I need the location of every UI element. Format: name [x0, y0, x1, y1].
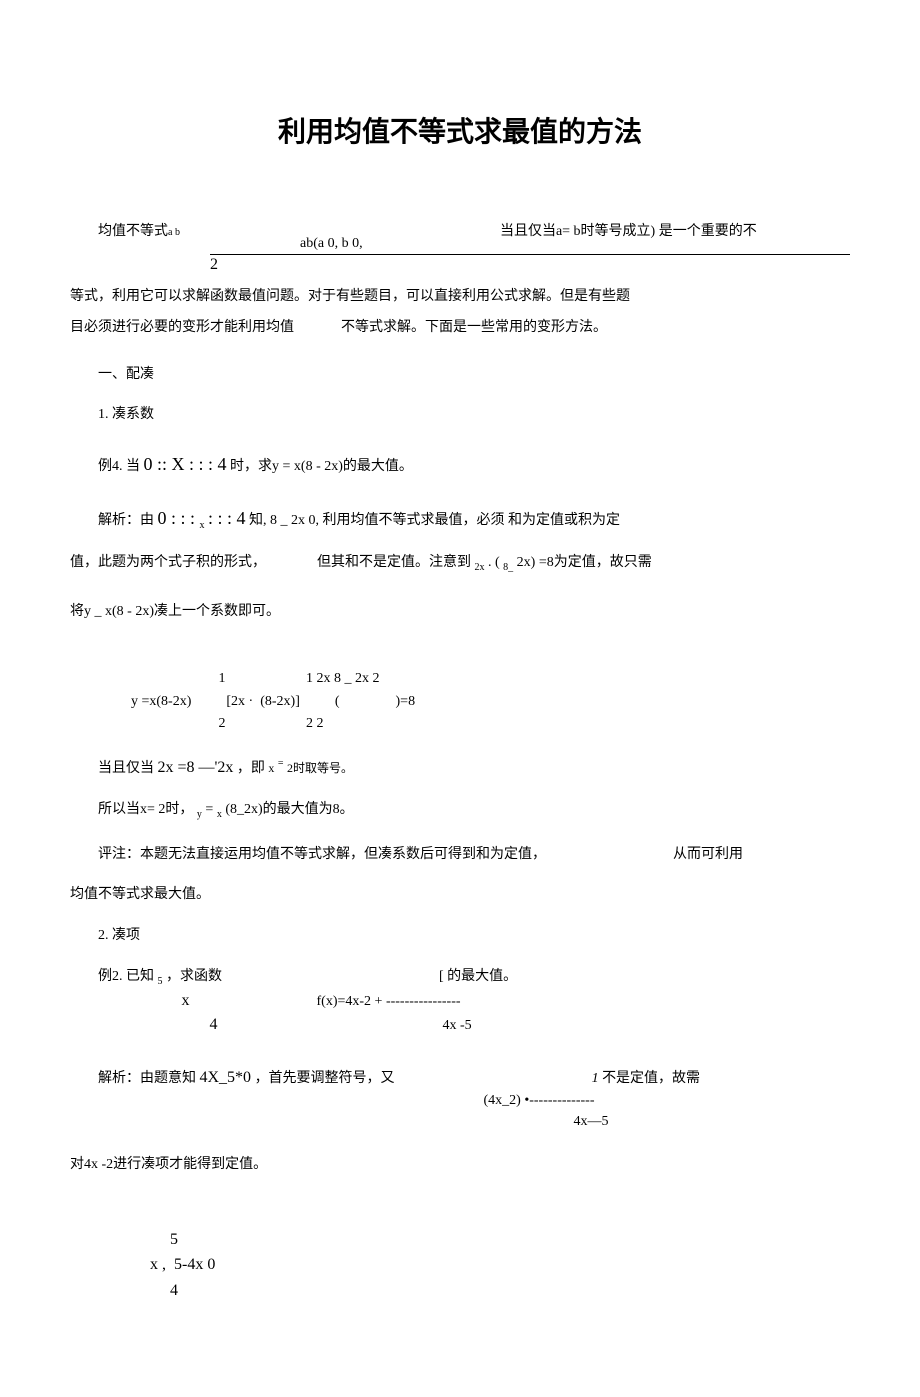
document-page: 利用均值不等式求最值的方法 均值不等式 a b 当且仅当a= b时等号成立) 是…: [0, 0, 920, 1397]
text: 4x -5: [443, 1018, 472, 1033]
intro-block: 均值不等式 a b 当且仅当a= b时等号成立) 是一个重要的不 ab(a 0,…: [70, 220, 850, 274]
superscript: =: [278, 758, 284, 769]
analysis-2-l3: 4x—5: [70, 1111, 850, 1132]
text: =: [205, 802, 213, 817]
analysis-2-l2: (4x_2) •--------------: [70, 1090, 850, 1111]
paragraph: 等式，利用它可以求解函数最值问题。对于有些题目，可以直接利用公式求解。但是有些题…: [70, 282, 850, 344]
text: 当且仅当a= b时等号成立) 是一个重要的不: [500, 220, 757, 240]
text: 解析：由题意知: [98, 1071, 196, 1086]
text: (8_2x)的最大值为8。: [225, 802, 353, 817]
text: x , 5-4x 0: [130, 1256, 215, 1273]
text: 4: [210, 1016, 218, 1033]
text: 0 : : :: [158, 508, 200, 528]
text: 等式，利用它可以求解函数最值问题。对于有些题目，可以直接利用公式求解。但是有些题: [70, 289, 630, 304]
text: 例4. 当: [98, 459, 140, 474]
note-1: 评注：本题无法直接运用均值不等式求解，但凑系数后可得到和为定值， 从而可利用: [70, 840, 850, 871]
text: 不是定值，故需: [602, 1071, 700, 1086]
example-2-l3: 4 4x -5: [70, 1013, 850, 1037]
example-2-l2: x f(x)=4x-2 + ----------------: [70, 989, 850, 1013]
text: [ 的最大值。: [439, 969, 517, 984]
text: 2时取等号。: [287, 761, 353, 775]
text: 例2. 已知: [98, 969, 158, 984]
subscript: a b: [168, 227, 180, 238]
text: 均值不等式: [98, 220, 168, 240]
example-2: 例2. 已知 5 ，求函数 [ 的最大值。: [70, 966, 850, 989]
subscript: x: [217, 809, 222, 820]
heading-sub-2: 2. 凑项: [70, 921, 850, 952]
text: 2x) =8为定值，故只需: [517, 555, 652, 570]
text: f(x)=4x-2 + ----------------: [317, 994, 461, 1009]
page-title: 利用均值不等式求最值的方法: [70, 110, 850, 150]
text: 从而可利用: [673, 847, 743, 862]
text: ab(a 0, b 0,: [300, 236, 363, 252]
heading-section: 一、配凑: [70, 360, 850, 391]
text: 不等式求解。下面是一些常用的变形方法。: [341, 320, 607, 335]
analysis-2-l4: 对4x -2进行凑项才能得到定值。: [70, 1150, 850, 1181]
text: 5: [130, 1231, 178, 1248]
subscript: 5: [158, 976, 163, 987]
example-4: 例4. 当 0 :: X : : : 4 时，求y = x(8 - 2x)的最大…: [70, 445, 850, 485]
text: 值，此题为两个式子积的形式，: [70, 555, 266, 570]
text: 1 1 2x 8 _ 2x 2: [110, 671, 380, 686]
tail-equation: 5 x , 5-4x 0 4: [130, 1201, 850, 1303]
fraction-line: [210, 254, 850, 255]
subscript: 2x: [475, 562, 485, 573]
text: 当且仅当: [98, 761, 154, 776]
analysis-4-l1: 解析：由 0 : : : x : : : 4 知, 8 _ 2x 0, 利用均值…: [70, 499, 850, 539]
text: 2x =8 —'2x: [158, 759, 234, 776]
text: . (: [488, 555, 500, 570]
analysis-2-l1: 解析：由题意知 4X_5*0 ，首先要调整符号，又 1 不是定值，故需: [70, 1065, 850, 1091]
text: (4x_2) •--------------: [484, 1093, 595, 1108]
text: 2 2 2: [110, 716, 324, 731]
text: ，首先要调整符号，又: [255, 1071, 395, 1086]
text: 知, 8 _ 2x 0, 利用均值不等式求最值，必须 和为定值或积为定: [249, 513, 620, 528]
text: 目必须进行必要的变形才能利用均值: [70, 320, 294, 335]
text: 4: [130, 1282, 178, 1299]
subscript: y: [197, 809, 202, 820]
text: 2: [210, 256, 218, 274]
text: y =x(8-2x) [2x · (8-2x)] ( )=8: [110, 694, 415, 709]
note-1-l2: 均值不等式求最大值。: [70, 880, 850, 911]
text: 所以当x= 2时，: [98, 802, 193, 817]
text: 4X_5*0: [200, 1069, 252, 1086]
heading-sub: 1. 凑系数: [70, 400, 850, 431]
subscript: 8_: [503, 562, 513, 573]
text: 但其和不是定值。注意到: [317, 555, 471, 570]
text: 4x—5: [574, 1114, 609, 1129]
text: 0 :: X : : : 4: [144, 454, 227, 474]
subscript: x: [200, 520, 205, 531]
text: 1: [592, 1071, 599, 1086]
text: x: [268, 761, 274, 775]
analysis-4-l3: 将y _ x(8 - 2x)凑上一个系数即可。: [70, 597, 850, 628]
text: 时，求y = x(8 - 2x)的最大值。: [230, 459, 413, 474]
equation-3: 所以当x= 2时， y = x (8_2x)的最大值为8。: [70, 795, 850, 826]
text: ，求函数: [166, 969, 222, 984]
text: 评注：本题无法直接运用均值不等式求解，但凑系数后可得到和为定值，: [98, 847, 546, 862]
equation-2: 当且仅当 2x =8 —'2x ，即 x = 2时取等号。: [70, 750, 850, 785]
text: 解析：由: [98, 513, 154, 528]
text: : : : 4: [208, 508, 246, 528]
equation-block-1: 1 1 2x 8 _ 2x 2 y =x(8-2x) [2x · (8-2x)]…: [110, 646, 850, 736]
text: x: [182, 992, 190, 1009]
analysis-4-l2: 值，此题为两个式子积的形式， 但其和不是定值。注意到 2x . ( 8_ 2x)…: [70, 548, 850, 579]
text: ，即: [237, 761, 265, 776]
